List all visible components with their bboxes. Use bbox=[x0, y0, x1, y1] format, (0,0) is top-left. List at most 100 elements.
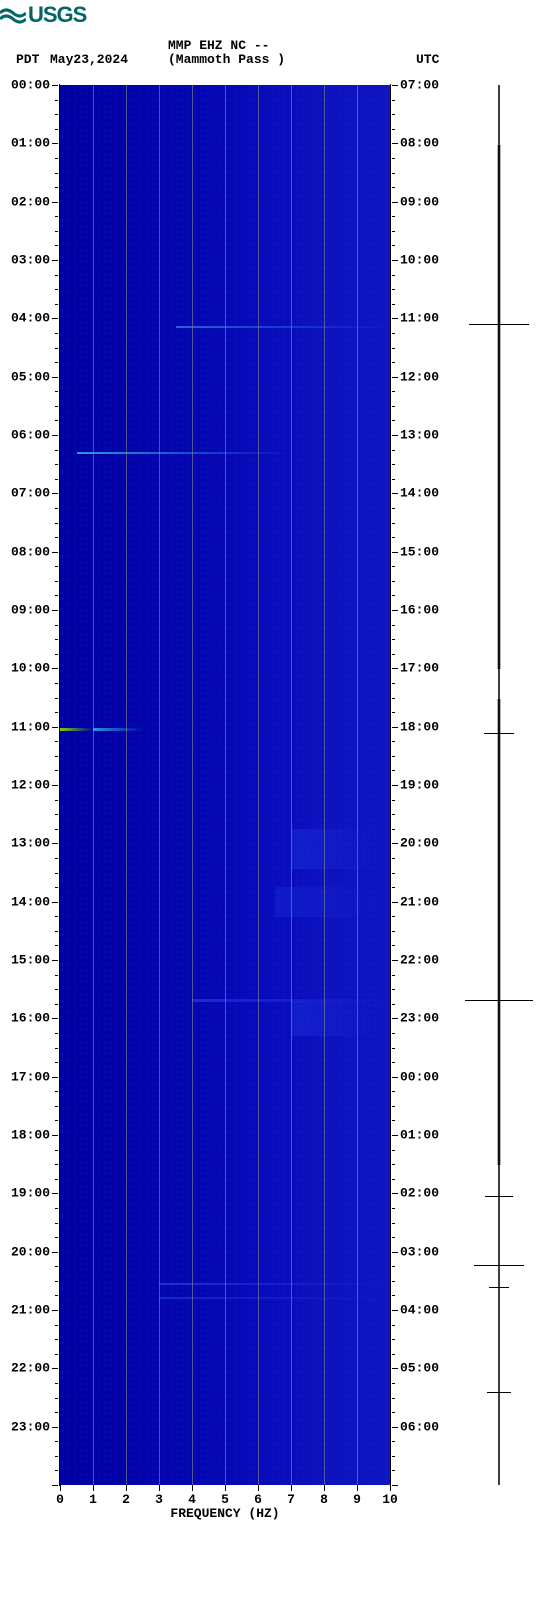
ytick-left-minor bbox=[55, 873, 58, 874]
ytick-left-minor bbox=[55, 362, 58, 363]
ytick-left bbox=[52, 1252, 58, 1253]
ytick-left-minor bbox=[55, 173, 58, 174]
ytick-left-minor bbox=[55, 1441, 58, 1442]
xtick-label: 8 bbox=[320, 1492, 328, 1507]
ytick-right-minor bbox=[392, 1223, 395, 1224]
ylabel-right: 07:00 bbox=[400, 78, 439, 93]
station-1: MMP EHZ NC -- bbox=[168, 38, 269, 53]
gridline-v bbox=[324, 85, 325, 1485]
ylabel-left: 15:00 bbox=[11, 953, 50, 968]
gridline-v bbox=[258, 85, 259, 1485]
ytick-left-minor bbox=[55, 1164, 58, 1165]
ytick-left-minor bbox=[55, 975, 58, 976]
ylabel-right: 23:00 bbox=[400, 1011, 439, 1026]
ytick-left bbox=[52, 1135, 58, 1136]
ylabel-left: 17:00 bbox=[11, 1069, 50, 1084]
ytick-left-minor bbox=[55, 654, 58, 655]
ytick-right-minor bbox=[392, 1179, 395, 1180]
ytick-right bbox=[392, 552, 398, 553]
ytick-right-minor bbox=[392, 245, 395, 246]
ytick-right-minor bbox=[392, 187, 395, 188]
ytick-left-minor bbox=[55, 1223, 58, 1224]
ytick-right bbox=[392, 260, 398, 261]
ytick-right-minor bbox=[392, 1266, 395, 1267]
xtick-label: 4 bbox=[188, 1492, 196, 1507]
ytick-left-minor bbox=[55, 1237, 58, 1238]
gridline-v bbox=[159, 85, 160, 1485]
ytick-right-minor bbox=[392, 464, 395, 465]
ytick-left-minor bbox=[55, 1208, 58, 1209]
ytick-left-minor bbox=[55, 1470, 58, 1471]
ytick-left-minor bbox=[55, 333, 58, 334]
xtick-label: 5 bbox=[221, 1492, 229, 1507]
ytick-left-minor bbox=[55, 1325, 58, 1326]
ytick-left-minor bbox=[55, 1062, 58, 1063]
ytick-right-minor bbox=[392, 479, 395, 480]
ytick-left-minor bbox=[55, 712, 58, 713]
ylabel-left: 13:00 bbox=[11, 836, 50, 851]
x-axis-label: FREQUENCY (HZ) bbox=[60, 1506, 390, 1521]
ylabel-right: 08:00 bbox=[400, 136, 439, 151]
date: May23,2024 bbox=[50, 52, 128, 67]
ytick-right bbox=[392, 1135, 398, 1136]
ytick-right bbox=[392, 318, 398, 319]
ylabel-left: 07:00 bbox=[11, 486, 50, 501]
ytick-left bbox=[52, 1193, 58, 1194]
ytick-left bbox=[52, 260, 58, 261]
ytick-right-minor bbox=[392, 1237, 395, 1238]
ylabel-left: 10:00 bbox=[11, 661, 50, 676]
gridline-v bbox=[357, 85, 358, 1485]
ytick-right-minor bbox=[392, 100, 395, 101]
ytick-right-minor bbox=[392, 1091, 395, 1092]
ylabel-right: 02:00 bbox=[400, 1186, 439, 1201]
ytick-left bbox=[52, 1368, 58, 1369]
ytick-left-minor bbox=[55, 420, 58, 421]
ytick-right bbox=[392, 668, 398, 669]
xtick bbox=[225, 1485, 226, 1491]
ylabel-left: 23:00 bbox=[11, 1419, 50, 1434]
ytick-left-minor bbox=[55, 450, 58, 451]
ytick-left-minor bbox=[55, 887, 58, 888]
ytick-left bbox=[52, 1077, 58, 1078]
usgs-logo: USGS bbox=[0, 2, 86, 28]
ytick-left-minor bbox=[55, 1398, 58, 1399]
ylabel-right: 04:00 bbox=[400, 1303, 439, 1318]
ylabel-right: 15:00 bbox=[400, 544, 439, 559]
xtick-label: 9 bbox=[353, 1492, 361, 1507]
amplitude-axis bbox=[498, 85, 499, 1485]
ytick-right-minor bbox=[392, 1106, 395, 1107]
xtick bbox=[357, 1485, 358, 1491]
ytick-right bbox=[392, 610, 398, 611]
ytick-right-minor bbox=[392, 1120, 395, 1121]
ylabel-left: 20:00 bbox=[11, 1244, 50, 1259]
xtick-label: 0 bbox=[56, 1492, 64, 1507]
ytick-right-minor bbox=[392, 625, 395, 626]
ytick-right-minor bbox=[392, 566, 395, 567]
ytick-right-minor bbox=[392, 712, 395, 713]
ylabel-right: 01:00 bbox=[400, 1128, 439, 1143]
ytick-left-minor bbox=[55, 1033, 58, 1034]
ytick-left-minor bbox=[55, 1004, 58, 1005]
ylabel-right: 06:00 bbox=[400, 1419, 439, 1434]
ytick-right-minor bbox=[392, 770, 395, 771]
ytick-right-minor bbox=[392, 698, 395, 699]
ytick-left bbox=[52, 318, 58, 319]
ytick-left-minor bbox=[55, 756, 58, 757]
ytick-right bbox=[392, 1018, 398, 1019]
amp-spike bbox=[487, 1392, 511, 1393]
amp-spike bbox=[469, 324, 529, 325]
xtick bbox=[159, 1485, 160, 1491]
gridline-v bbox=[192, 85, 193, 1485]
ytick-right-minor bbox=[392, 1470, 395, 1471]
ylabel-right: 12:00 bbox=[400, 369, 439, 384]
ytick-left-minor bbox=[55, 245, 58, 246]
ylabel-left: 12:00 bbox=[11, 778, 50, 793]
amp-spike bbox=[465, 1000, 533, 1001]
xtick-label: 7 bbox=[287, 1492, 295, 1507]
ytick-right-minor bbox=[392, 1325, 395, 1326]
ytick-left bbox=[52, 1427, 58, 1428]
ytick-right-minor bbox=[392, 406, 395, 407]
ytick-left-minor bbox=[55, 187, 58, 188]
ytick-right-minor bbox=[392, 391, 395, 392]
ytick-right-minor bbox=[392, 931, 395, 932]
